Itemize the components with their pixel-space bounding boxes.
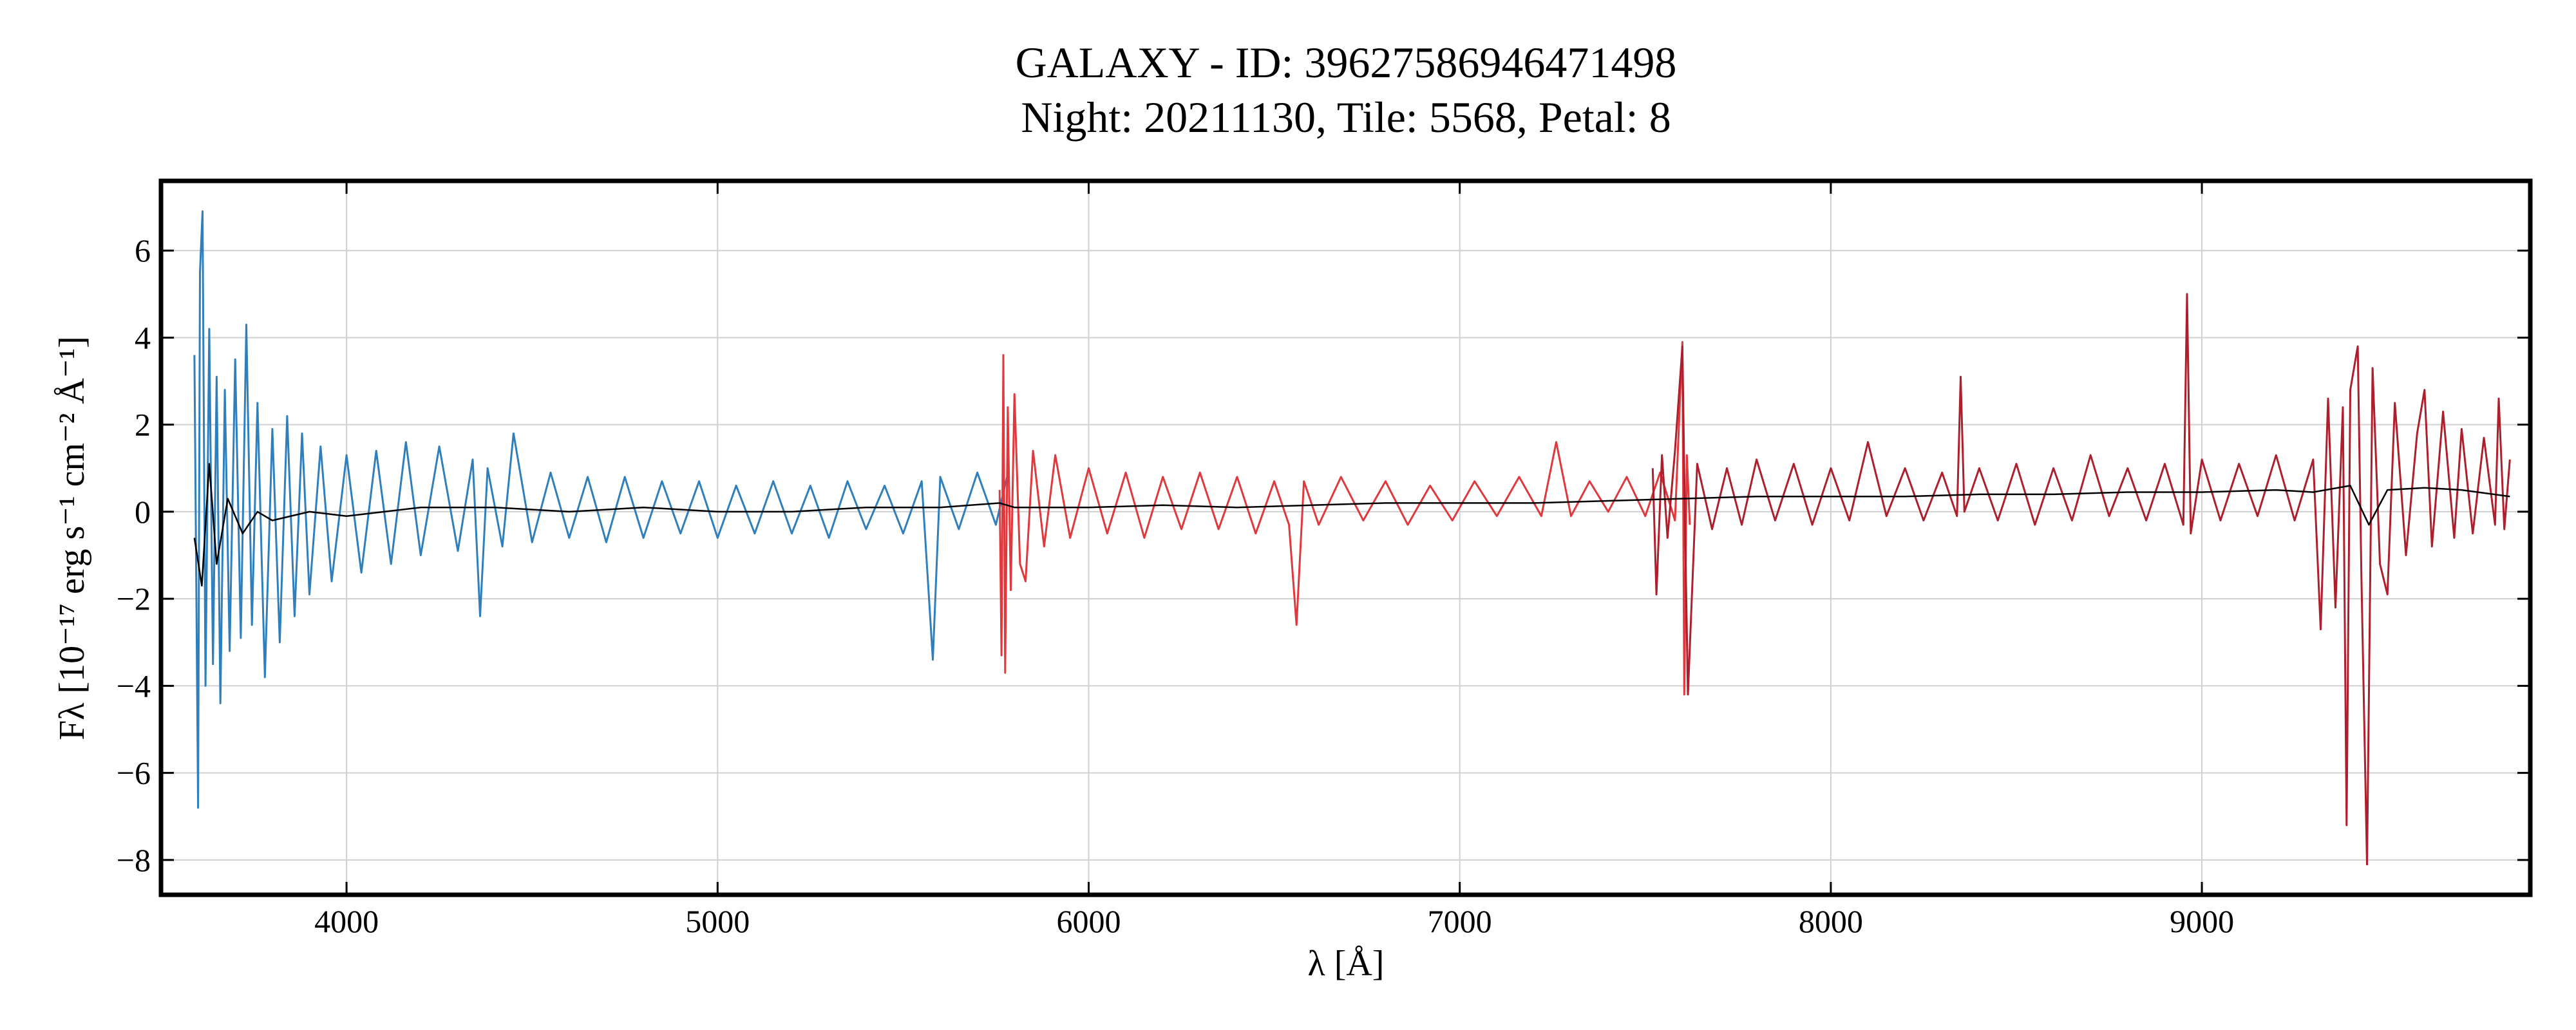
- plot-frame: [158, 178, 2533, 897]
- grid: [161, 181, 2530, 895]
- spectrum-line: [998, 341, 1691, 696]
- x-tick-label: 8000: [1799, 903, 1863, 939]
- y-tick-label: 2: [135, 407, 151, 443]
- y-tick-label: −6: [117, 755, 151, 791]
- chart-subtitle: Night: 20211130, Tile: 5568, Petal: 8: [1021, 93, 1671, 142]
- y-axis-label: Fλ [10⁻¹⁷ erg s⁻¹ cm⁻² Å⁻¹]: [52, 336, 92, 740]
- x-tick-label: 7000: [1428, 903, 1492, 939]
- y-tick-label: −2: [117, 581, 151, 617]
- y-tick-label: 6: [135, 232, 151, 268]
- x-tick-label: 6000: [1056, 903, 1121, 939]
- x-axis-label: λ [Å]: [1308, 944, 1385, 984]
- x-tick-label: 9000: [2170, 903, 2234, 939]
- y-tick-label: 0: [135, 494, 151, 530]
- spectrum-line: [193, 463, 2510, 587]
- y-tick-label: −8: [117, 842, 151, 878]
- y-tick-label: −4: [117, 668, 151, 704]
- chart-title: GALAXY - ID: 39627586946471498: [1016, 38, 1677, 87]
- spectrum-line: [193, 210, 1009, 809]
- x-tick-label: 4000: [314, 903, 379, 939]
- spectrum-line: [1651, 293, 2511, 866]
- y-tick-label: 4: [135, 319, 151, 355]
- plot-area: [193, 210, 2511, 866]
- x-tick-label: 5000: [685, 903, 750, 939]
- axes: 4000 5000 6000 7000 8000 9000 −8 −6 −4 −2 0 2 4 6: [117, 178, 2533, 939]
